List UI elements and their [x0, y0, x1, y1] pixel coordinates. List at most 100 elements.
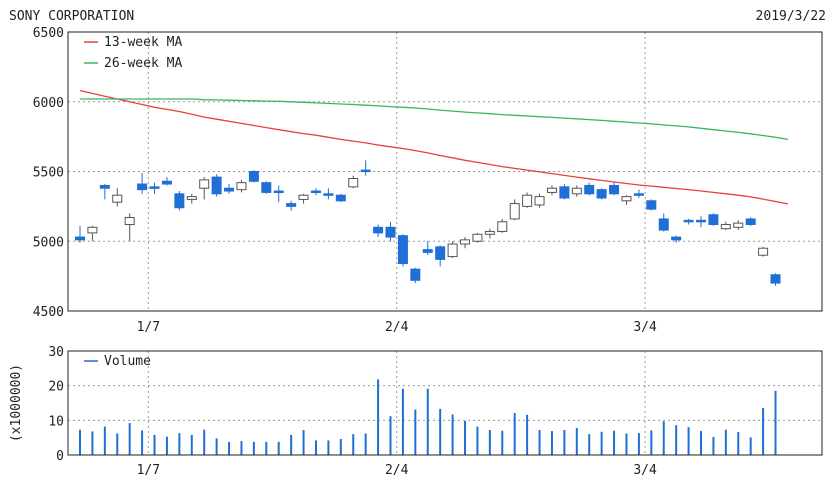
candlestick [310, 188, 321, 196]
candle-body [683, 219, 694, 223]
candle-body [236, 182, 247, 191]
candle-body [745, 218, 756, 226]
price-tick-label: 4500 [33, 305, 64, 320]
candle-body [584, 184, 595, 195]
candlestick [248, 170, 259, 183]
candle-body [161, 180, 172, 185]
candle-body [633, 193, 644, 196]
candle-body [137, 183, 148, 191]
candlestick [410, 267, 421, 284]
candlestick [360, 160, 371, 176]
legend-label: Volume [104, 354, 151, 369]
candlestick [546, 185, 557, 196]
candlestick [497, 218, 508, 233]
candlestick [633, 189, 644, 199]
candlestick [211, 174, 222, 197]
candlestick [224, 184, 235, 194]
candlestick [509, 199, 520, 221]
candlestick [87, 225, 98, 242]
candle-body [671, 236, 682, 241]
candlestick [646, 199, 657, 211]
candle-body [596, 189, 607, 199]
candle-body [397, 235, 408, 265]
candlestick [584, 182, 595, 196]
candle-body [534, 196, 545, 206]
price-plot-frame [67, 31, 823, 312]
ma-line-26week [80, 98, 789, 141]
candlestick [397, 234, 408, 267]
legend-label: 13-week MA [104, 35, 182, 50]
candlestick [323, 188, 334, 200]
candlestick [161, 177, 172, 186]
candlestick [174, 191, 185, 211]
price-date-label: 3/4 [633, 320, 657, 335]
candlestick [671, 235, 682, 243]
volume-tick-label: 20 [48, 380, 64, 395]
candlestick [261, 181, 272, 194]
candlestick [112, 188, 123, 207]
candlestick [199, 177, 210, 200]
candle-body [720, 224, 731, 230]
price-panel: 6500 6000 5500 5000 4500 1/7 2/4 3/4 13-week MA 2… [33, 26, 823, 335]
price-tick-label: 5000 [33, 235, 64, 250]
candle-body [310, 190, 321, 194]
candlestick [435, 245, 446, 267]
volume-plot-frame [67, 350, 823, 456]
candlestick [186, 193, 197, 204]
candlestick [733, 220, 744, 231]
candle-body [348, 177, 359, 188]
candle-body [174, 193, 185, 209]
candle-body [509, 203, 520, 220]
candle-body [522, 194, 533, 207]
candle-body [373, 226, 384, 234]
candle-body [484, 230, 495, 235]
candle-body [559, 186, 570, 199]
candlestick [348, 175, 359, 189]
volume-panel: 30 20 10 0 1/7 2/4 3/4 (x1000000) Volume [9, 345, 823, 478]
candlestick [696, 216, 706, 228]
candlestick [720, 221, 731, 231]
candle-body [124, 217, 135, 226]
legend-label: 26-week MA [104, 56, 182, 71]
candlestick [124, 213, 135, 242]
candle-body [422, 249, 433, 253]
candle-body [75, 236, 85, 241]
candlestick [137, 172, 148, 194]
volume-tick-label: 30 [48, 345, 64, 360]
candle-body [298, 194, 309, 200]
volume-tick-label: 10 [48, 414, 64, 429]
price-date-label: 2/4 [385, 320, 409, 335]
candle-body [497, 221, 508, 232]
candle-body [447, 243, 458, 258]
volume-tick-label: 0 [56, 449, 64, 464]
candle-body [149, 186, 160, 189]
candlestick [273, 185, 284, 203]
candle-body [385, 226, 396, 238]
candle-body [708, 214, 719, 226]
ma-line-13week [79, 89, 789, 205]
candlestick [75, 225, 85, 243]
candlestick [484, 228, 495, 239]
candle-body [460, 239, 471, 245]
candle-body [211, 176, 222, 195]
candlestick [149, 182, 160, 194]
candle-body [335, 194, 346, 202]
candlestick [335, 193, 346, 203]
candlestick [373, 224, 384, 238]
candlestick [99, 184, 110, 200]
candle-body [410, 268, 421, 281]
candlestick [298, 193, 309, 204]
candlestick [708, 213, 719, 226]
candle-body [621, 196, 632, 202]
candle-body [770, 274, 781, 284]
volume-axis-label: (x1000000) [9, 364, 24, 442]
candlestick [534, 193, 545, 208]
candle-body [186, 196, 197, 200]
candlestick [683, 218, 694, 225]
candlestick [745, 217, 756, 226]
candlestick [522, 192, 533, 208]
candle-body [112, 194, 123, 203]
candle-body [87, 226, 98, 234]
candle-body [199, 179, 210, 189]
